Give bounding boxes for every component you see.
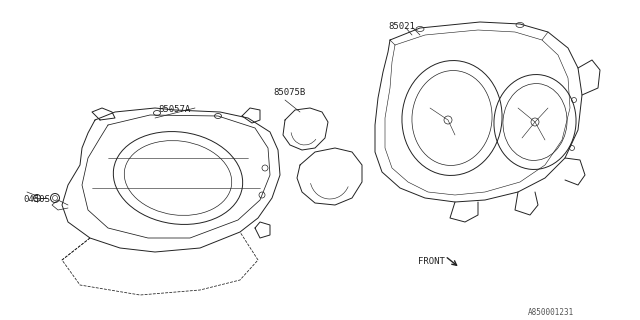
Text: FRONT: FRONT [418, 257, 445, 266]
Text: A850001231: A850001231 [528, 308, 574, 317]
Text: 85021: 85021 [388, 22, 415, 31]
Text: 85075B: 85075B [273, 88, 305, 97]
Text: 85057A: 85057A [158, 105, 190, 114]
Text: 0450S: 0450S [23, 195, 50, 204]
